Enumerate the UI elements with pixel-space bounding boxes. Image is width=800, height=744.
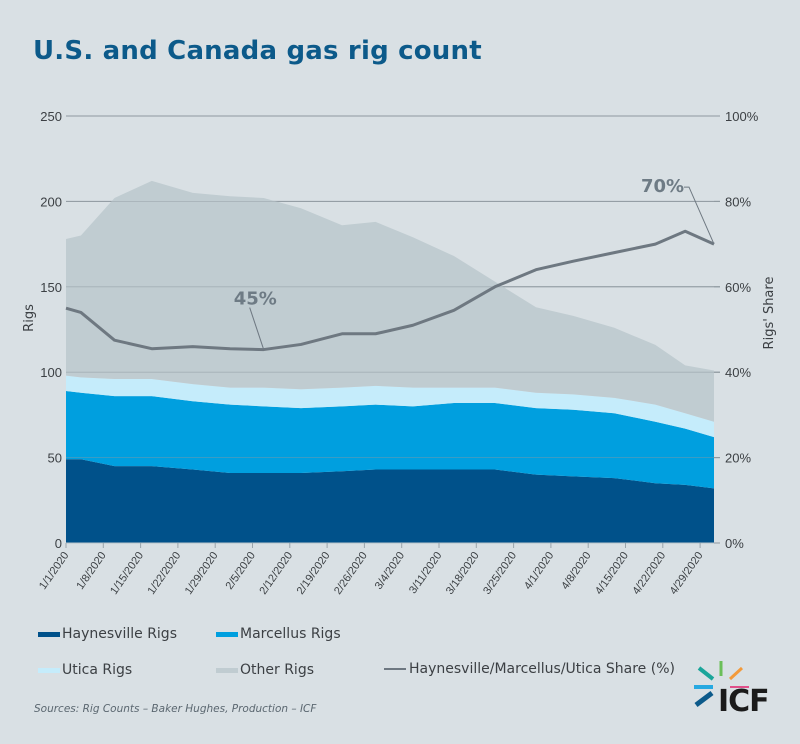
legend-item-haynesville: Haynesville Rigs bbox=[38, 626, 177, 642]
y-tick-label: 50 bbox=[48, 451, 62, 466]
source-note: Sources: Rig Counts – Baker Hughes, Prod… bbox=[34, 703, 317, 715]
x-tick-label: 2/19/2020 bbox=[295, 550, 333, 597]
y2-tick-label: 100% bbox=[725, 109, 759, 124]
area-utica bbox=[66, 375, 714, 438]
legend-label-other: Other Rigs bbox=[240, 662, 314, 678]
stacked-areas bbox=[66, 180, 714, 543]
x-tick-label: 3/25/2020 bbox=[481, 550, 519, 597]
x-tick-label: 3/18/2020 bbox=[444, 550, 482, 597]
icf-logo: ICF bbox=[690, 658, 770, 720]
chart-title: U.S. and Canada gas rig count bbox=[33, 36, 482, 66]
annotations: 45% 70% bbox=[234, 176, 715, 350]
legend-swatch-haynesville bbox=[38, 631, 60, 637]
x-tick-label: 4/8/2020 bbox=[559, 550, 593, 592]
icf-sunburst-icon bbox=[694, 661, 749, 707]
y2-tick-label: 20% bbox=[725, 451, 751, 466]
y2-tick-label: 60% bbox=[725, 280, 751, 295]
legend-swatch-share bbox=[384, 668, 406, 670]
area-haynesville bbox=[66, 459, 714, 543]
legend-label-marcellus: Marcellus Rigs bbox=[240, 626, 341, 642]
annotation-leader bbox=[684, 186, 715, 245]
y-axis-right: 0% 20% 40% 60% 80% 100% bbox=[714, 109, 759, 551]
x-tick-label: 2/26/2020 bbox=[332, 550, 370, 597]
annotation-leader bbox=[249, 307, 265, 350]
y2-axis-title: Rigs' Share bbox=[762, 277, 777, 350]
legend-swatch-marcellus bbox=[216, 631, 238, 637]
y2-tick-label: 0% bbox=[725, 536, 744, 551]
x-tick-label: 1/22/2020 bbox=[145, 550, 183, 597]
x-tick-label: 4/29/2020 bbox=[668, 550, 706, 597]
x-tick-label: 4/1/2020 bbox=[522, 550, 556, 592]
y-tick-label: 100 bbox=[40, 365, 62, 380]
y-axis-title: Rigs bbox=[22, 304, 37, 332]
annotation-label: 45% bbox=[234, 289, 277, 310]
annotation-label: 70% bbox=[641, 176, 684, 197]
y-axis-left: 0 50 100 150 200 250 bbox=[40, 109, 62, 551]
x-tick-label: 1/29/2020 bbox=[183, 550, 221, 597]
x-tick-label: 3/4/2020 bbox=[373, 550, 407, 592]
x-tick-label: 2/12/2020 bbox=[257, 550, 295, 597]
legend-swatch-utica bbox=[38, 667, 60, 673]
gridlines-overlay bbox=[66, 115, 720, 459]
x-tick-label: 2/5/2020 bbox=[224, 550, 258, 592]
x-axis: 1/1/2020 1/8/2020 1/15/2020 1/22/2020 1/29/2… bbox=[37, 542, 714, 597]
icf-logo-text: ICF bbox=[718, 684, 770, 719]
x-tick-label: 1/15/2020 bbox=[108, 550, 146, 597]
x-tick-label: 4/22/2020 bbox=[630, 550, 668, 597]
legend-label-haynesville: Haynesville Rigs bbox=[62, 626, 177, 642]
y2-tick-label: 80% bbox=[725, 194, 751, 209]
legend-label-share: Haynesville/Marcellus/Utica Share (%) bbox=[409, 661, 675, 677]
x-tick-label: 4/15/2020 bbox=[593, 550, 631, 597]
legend-label-utica: Utica Rigs bbox=[62, 662, 133, 678]
y-tick-label: 200 bbox=[40, 194, 62, 209]
legend-item-other: Other Rigs bbox=[216, 662, 314, 678]
legend-item-utica: Utica Rigs bbox=[38, 662, 132, 678]
legend-item-marcellus: Marcellus Rigs bbox=[216, 626, 341, 642]
y-tick-label: 0 bbox=[55, 536, 62, 551]
legend-swatch-other bbox=[216, 667, 238, 673]
area-marcellus bbox=[66, 390, 714, 489]
y-tick-label: 250 bbox=[40, 109, 62, 124]
x-tick-label: 1/8/2020 bbox=[74, 550, 108, 592]
y2-tick-label: 40% bbox=[725, 365, 751, 380]
x-tick-label: 1/1/2020 bbox=[37, 550, 71, 592]
area-other bbox=[66, 180, 714, 422]
x-tick-label: 3/11/2020 bbox=[407, 550, 444, 596]
legend-item-share: Haynesville/Marcellus/Utica Share (%) bbox=[384, 661, 675, 677]
chart-area: 0 50 100 150 200 250 0% 20% 40% 60% 80% 100% 1/1/2… bbox=[22, 109, 777, 597]
y-tick-label: 150 bbox=[40, 280, 62, 295]
